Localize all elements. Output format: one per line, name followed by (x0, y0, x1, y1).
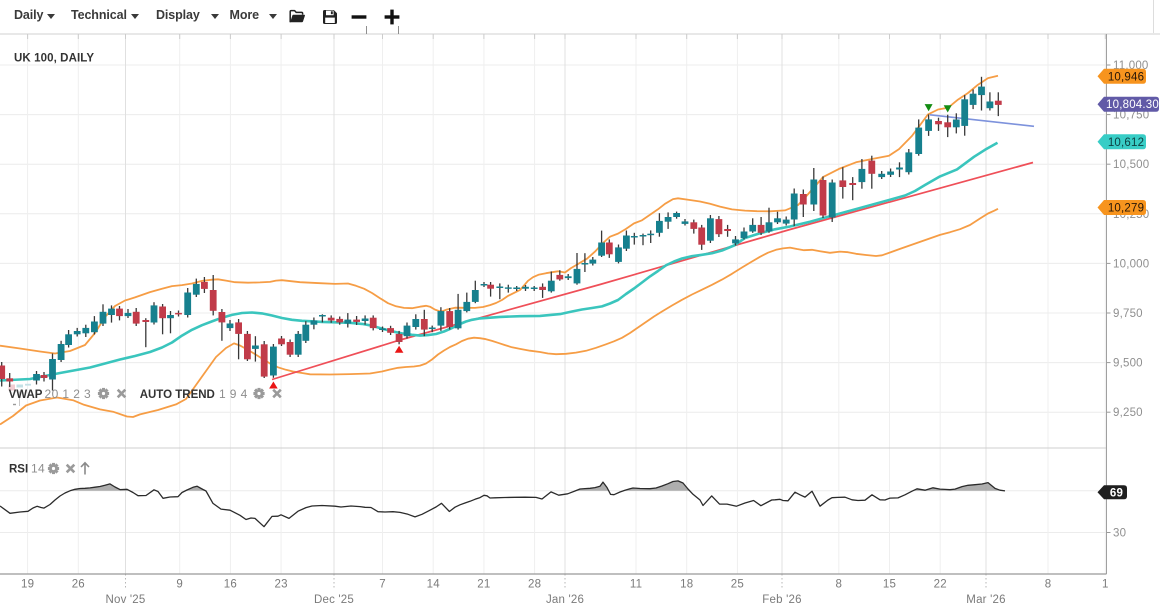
svg-text:20 1 2 3: 20 1 2 3 (45, 387, 92, 401)
svg-text:28: 28 (528, 579, 541, 591)
svg-text:18: 18 (680, 579, 693, 591)
svg-text:9,250: 9,250 (1113, 407, 1143, 419)
svg-text:19: 19 (21, 579, 34, 591)
svg-text:1: 1 (1102, 579, 1109, 591)
svg-text:25: 25 (731, 579, 744, 591)
svg-text:10,804.30: 10,804.30 (1106, 99, 1159, 111)
svg-text:10,279: 10,279 (1108, 203, 1144, 215)
svg-text:7: 7 (379, 579, 386, 591)
svg-text:16: 16 (224, 579, 237, 591)
svg-text:9: 9 (176, 579, 183, 591)
svg-text:26: 26 (72, 579, 85, 591)
svg-text:10,500: 10,500 (1113, 159, 1149, 171)
svg-text:15: 15 (883, 579, 896, 591)
svg-text:VWAP: VWAP (9, 389, 43, 401)
svg-text:Mar '26: Mar '26 (966, 594, 1005, 606)
svg-text:8: 8 (835, 579, 842, 591)
svg-text:21: 21 (477, 579, 490, 591)
svg-text:Dec '25: Dec '25 (314, 594, 354, 606)
svg-text:10,612: 10,612 (1108, 137, 1144, 149)
svg-text:11: 11 (630, 579, 642, 591)
svg-text:8: 8 (1045, 579, 1052, 591)
svg-text:Jan '26: Jan '26 (546, 594, 584, 606)
svg-text:14: 14 (31, 462, 45, 476)
svg-text:Nov '25: Nov '25 (105, 594, 145, 606)
svg-text:14: 14 (427, 579, 441, 591)
svg-text:1 9 4: 1 9 4 (219, 387, 248, 401)
svg-text:10,750: 10,750 (1113, 110, 1149, 122)
svg-text:10,000: 10,000 (1113, 258, 1149, 270)
svg-text:AUTO TREND: AUTO TREND (140, 389, 215, 401)
svg-text:9,750: 9,750 (1113, 308, 1143, 320)
svg-text:69: 69 (1110, 487, 1123, 499)
svg-text:23: 23 (274, 579, 287, 591)
svg-text:30: 30 (1113, 528, 1126, 540)
svg-text:UK 100, DAILY: UK 100, DAILY (14, 53, 94, 65)
svg-text:9,500: 9,500 (1113, 358, 1143, 370)
svg-text:10,946: 10,946 (1108, 71, 1144, 83)
svg-text:Feb '26: Feb '26 (762, 594, 801, 606)
svg-text:RSI: RSI (9, 464, 28, 476)
svg-text:22: 22 (934, 579, 947, 591)
